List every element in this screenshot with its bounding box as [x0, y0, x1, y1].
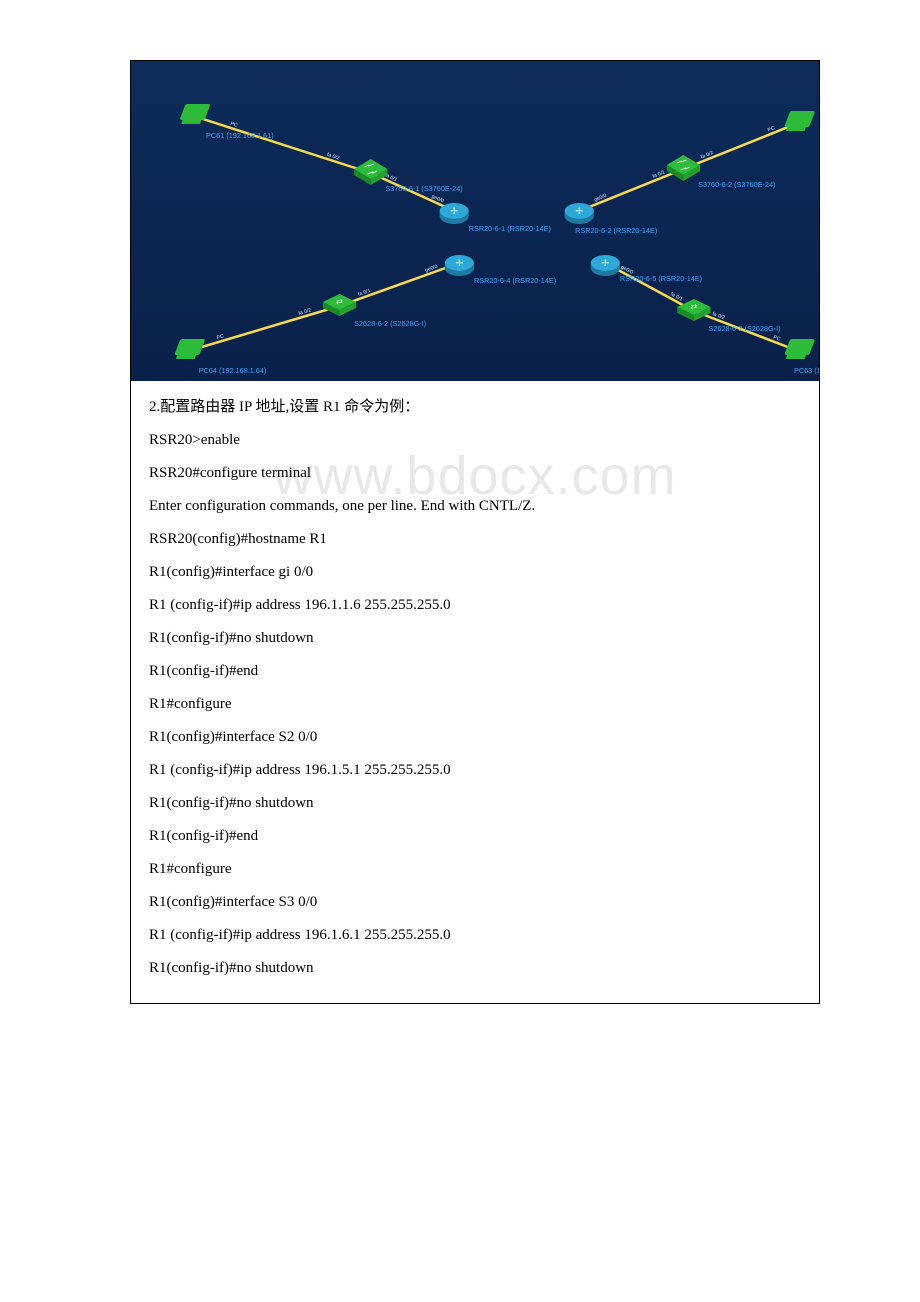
command-line: R1(config-if)#no shutdown: [149, 952, 801, 985]
svg-text:S3760-6-2 (S3760E-24): S3760-6-2 (S3760E-24): [698, 181, 775, 189]
page-border: PCfa 0/2fa 0/1ge0/0ge0/0fa 0/1fa 0/2PCPC…: [130, 60, 820, 1004]
command-line: R1(config)#interface S3 0/0: [149, 886, 801, 919]
svg-text:⇄: ⇄: [336, 297, 343, 306]
svg-text:S2628-6-2 (S2628G-I): S2628-6-2 (S2628G-I): [709, 325, 781, 333]
svg-text:✢: ✢: [601, 258, 609, 268]
command-line: R1(config-if)#end: [149, 655, 801, 688]
svg-text:✢: ✢: [575, 206, 583, 216]
command-line: R1(config)#interface gi 0/0: [149, 556, 801, 589]
svg-text:S2628-6-2 (S2628G-I): S2628-6-2 (S2628G-I): [354, 320, 426, 328]
command-line: RSR20(config)#hostname R1: [149, 523, 801, 556]
svg-text:⇄: ⇄: [690, 302, 697, 311]
command-line: R1 (config-if)#ip address 196.1.1.6 255.…: [149, 589, 801, 622]
command-line: R1#configure: [149, 688, 801, 721]
command-line: Enter configuration commands, one per li…: [149, 490, 801, 523]
svg-text:PC63 (19: PC63 (19: [794, 367, 819, 375]
svg-text:RSR20-6-2 (RSR20-14E): RSR20-6-2 (RSR20-14E): [575, 227, 657, 235]
network-diagram-container: PCfa 0/2fa 0/1ge0/0ge0/0fa 0/1fa 0/2PCPC…: [131, 61, 819, 381]
svg-text:RSR20-6-1 (RSR20-14E): RSR20-6-1 (RSR20-14E): [469, 225, 551, 233]
text-content: www.bdocx.com 2.配置路由器 IP 地址,设置 R1 命令为例： …: [131, 381, 819, 1003]
svg-text:✢: ✢: [450, 206, 458, 216]
command-line: R1 (config-if)#ip address 196.1.6.1 255.…: [149, 919, 801, 952]
svg-text:PC64 (192.168.1.64): PC64 (192.168.1.64): [199, 367, 267, 375]
command-line: R1(config-if)#no shutdown: [149, 622, 801, 655]
svg-text:✢: ✢: [455, 258, 463, 268]
command-list: RSR20>enableRSR20#configure terminalEnte…: [149, 424, 801, 985]
command-line: R1#configure: [149, 853, 801, 886]
intro-line: 2.配置路由器 IP 地址,设置 R1 命令为例：: [149, 391, 801, 424]
svg-text:S3760-6-1 (S3760E-24): S3760-6-1 (S3760E-24): [385, 185, 462, 193]
command-line: RSR20#configure terminal: [149, 457, 801, 490]
network-diagram: PCfa 0/2fa 0/1ge0/0ge0/0fa 0/1fa 0/2PCPC…: [131, 61, 819, 381]
command-line: R1(config-if)#end: [149, 820, 801, 853]
command-line: RSR20>enable: [149, 424, 801, 457]
command-line: R1 (config-if)#ip address 196.1.5.1 255.…: [149, 754, 801, 787]
command-line: R1(config)#interface S2 0/0: [149, 721, 801, 754]
command-line: R1(config-if)#no shutdown: [149, 787, 801, 820]
svg-text:RSR20-6-4 (RSR20-14E): RSR20-6-4 (RSR20-14E): [474, 277, 556, 285]
svg-text:RSR20-6-5 (RSR20-14E): RSR20-6-5 (RSR20-14E): [620, 275, 702, 283]
svg-text:PC61 (192.168.1.61): PC61 (192.168.1.61): [206, 132, 274, 140]
